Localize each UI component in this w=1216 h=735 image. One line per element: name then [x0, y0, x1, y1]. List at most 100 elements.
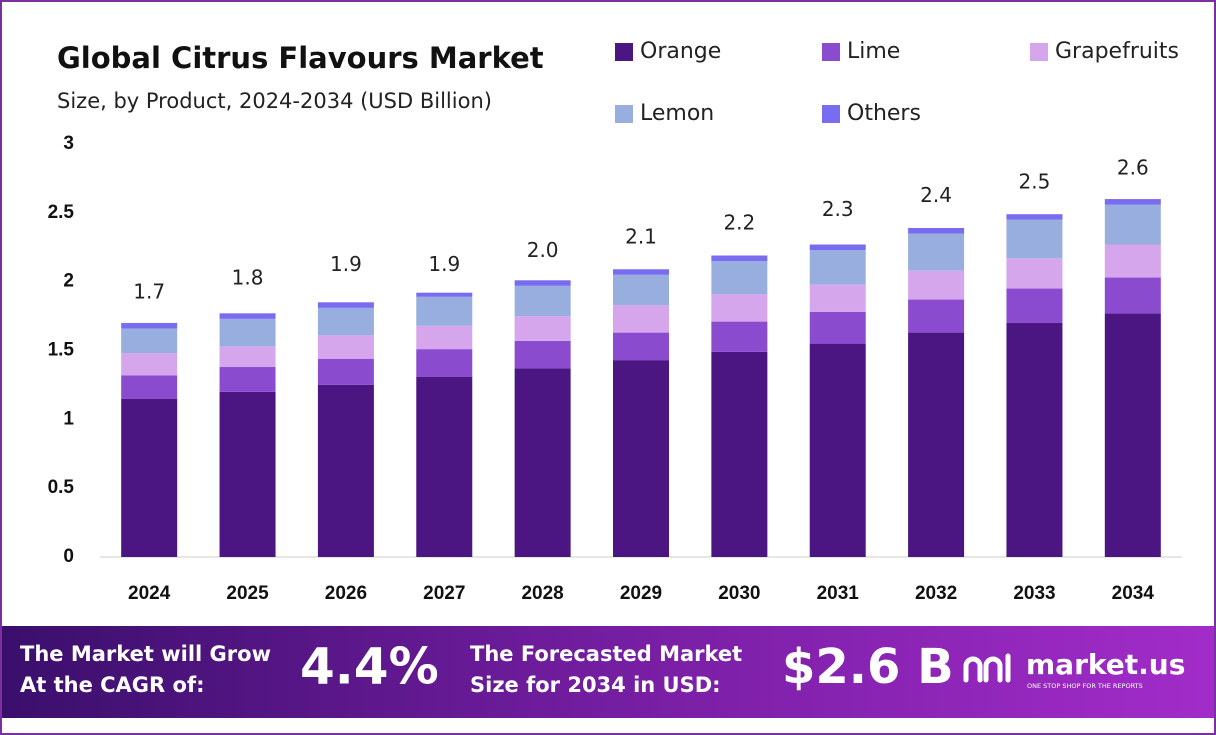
- legend-label: Lemon: [640, 101, 714, 126]
- x-tick-label: 2034: [1112, 583, 1155, 604]
- legend-label: Orange: [640, 39, 721, 64]
- bar-segment: [711, 261, 768, 295]
- legend-label: Grapefruits: [1055, 39, 1179, 64]
- legend-swatch: [615, 105, 633, 123]
- bar-segment: [121, 322, 178, 329]
- bar-segment: [711, 255, 768, 262]
- y-tick-label: 2: [63, 271, 74, 292]
- bar-segment: [711, 321, 768, 352]
- bar-segment: [908, 299, 965, 333]
- bar-segment: [1006, 322, 1063, 557]
- total-label: 1.7: [133, 279, 165, 303]
- footer-text: Size for 2034 in USD:: [470, 673, 721, 697]
- x-tick-label: 2031: [817, 583, 860, 604]
- total-label: 2.6: [1117, 156, 1149, 180]
- bar-segment: [1104, 277, 1161, 314]
- bar-segment: [613, 360, 669, 557]
- bar-segment: [1006, 288, 1063, 323]
- bar-segment: [317, 302, 374, 308]
- y-tick-label: 2.5: [48, 202, 75, 223]
- x-tick-label: 2027: [423, 583, 465, 604]
- bar-segment: [219, 391, 276, 557]
- x-tick-label: 2024: [128, 583, 171, 604]
- x-tick-label: 2029: [620, 583, 662, 604]
- bar-segment: [711, 294, 768, 322]
- bar-segment: [416, 349, 473, 377]
- bar-segment: [514, 316, 571, 341]
- bar-segment: [809, 343, 866, 557]
- total-label: 2.3: [822, 197, 854, 221]
- total-label: 2.2: [723, 211, 755, 235]
- y-tick-label: 0: [63, 546, 74, 567]
- bar-segment: [1104, 204, 1161, 245]
- chart-subtitle: Size, by Product, 2024-2034 (USD Billion…: [57, 89, 492, 113]
- bar-segment: [809, 284, 866, 312]
- forecast-value: $2.6 B: [782, 639, 954, 695]
- brand: market.us: [1026, 648, 1185, 681]
- total-label: 1.8: [232, 266, 264, 290]
- y-tick-label: 3: [63, 133, 74, 154]
- bar-segment: [121, 398, 178, 557]
- bar-segment: [514, 340, 571, 369]
- x-tick-label: 2025: [226, 583, 269, 604]
- bar-segment: [317, 307, 374, 336]
- bar-segment: [908, 332, 965, 557]
- legend-swatch: [615, 43, 633, 61]
- bar-segment: [613, 332, 669, 361]
- x-tick-label: 2028: [521, 583, 563, 604]
- bar-segment: [317, 335, 374, 359]
- x-tick-label: 2032: [915, 583, 957, 604]
- bar-segment: [514, 368, 571, 557]
- legend-swatch: [822, 43, 840, 61]
- y-tick-label: 1: [63, 408, 74, 429]
- total-label: 2.1: [625, 224, 657, 248]
- chart-title: Global Citrus Flavours Market: [57, 41, 544, 75]
- bar-segment: [514, 280, 571, 286]
- bar-segment: [219, 318, 276, 347]
- bar-segment: [416, 376, 473, 557]
- bar-segment: [1006, 219, 1063, 259]
- bar-segment: [613, 274, 669, 306]
- y-tick-label: 1.5: [48, 340, 75, 361]
- bar-segment: [121, 375, 178, 399]
- bar-segment: [1006, 214, 1063, 220]
- bar-segment: [908, 233, 965, 271]
- legend-label: Others: [847, 101, 921, 126]
- bar-segment: [219, 367, 276, 392]
- cagr-value: 4.4%: [300, 638, 439, 696]
- bar-segment: [809, 311, 866, 344]
- bar-segment: [908, 227, 965, 234]
- bar-segment: [219, 346, 276, 368]
- tagline: ONE STOP SHOP FOR THE REPORTS: [1027, 682, 1143, 690]
- bar-segment: [809, 250, 866, 285]
- bar-segment: [1104, 199, 1161, 205]
- y-tick-label: 0.5: [48, 477, 75, 498]
- total-label: 1.9: [428, 252, 460, 276]
- logo-icon: [963, 653, 1011, 683]
- bar-segment: [1006, 258, 1063, 289]
- footer-text: The Market will Grow: [20, 642, 271, 666]
- x-tick-label: 2033: [1013, 583, 1055, 604]
- plot: 0 0.5 1 1.5 2 2.5 3 1.7 2024 1.8 2025 1.9 2026 1.9 202…: [48, 39, 1182, 604]
- bar-segment: [121, 353, 178, 376]
- bar-segment: [416, 325, 473, 350]
- x-tick-label: 2026: [325, 583, 367, 604]
- bar-segment: [1104, 313, 1161, 557]
- footer-text: The Forecasted Market: [470, 642, 742, 666]
- bar-segment: [317, 384, 374, 557]
- bar-segment: [219, 313, 276, 319]
- bar-segment: [121, 328, 178, 354]
- footer-text: At the CAGR of:: [20, 673, 205, 697]
- legend-swatch: [1030, 43, 1048, 61]
- bar-segment: [1104, 244, 1161, 278]
- total-label: 1.9: [330, 252, 362, 276]
- bar-segment: [416, 296, 473, 326]
- bar-segment: [416, 292, 473, 297]
- total-label: 2.5: [1019, 169, 1051, 193]
- total-label: 2.4: [920, 183, 952, 207]
- legend-swatch: [822, 105, 840, 123]
- bar-segment: [514, 285, 571, 317]
- bar-segment: [809, 244, 866, 251]
- bar-segment: [908, 270, 965, 300]
- legend-label: Lime: [847, 39, 900, 64]
